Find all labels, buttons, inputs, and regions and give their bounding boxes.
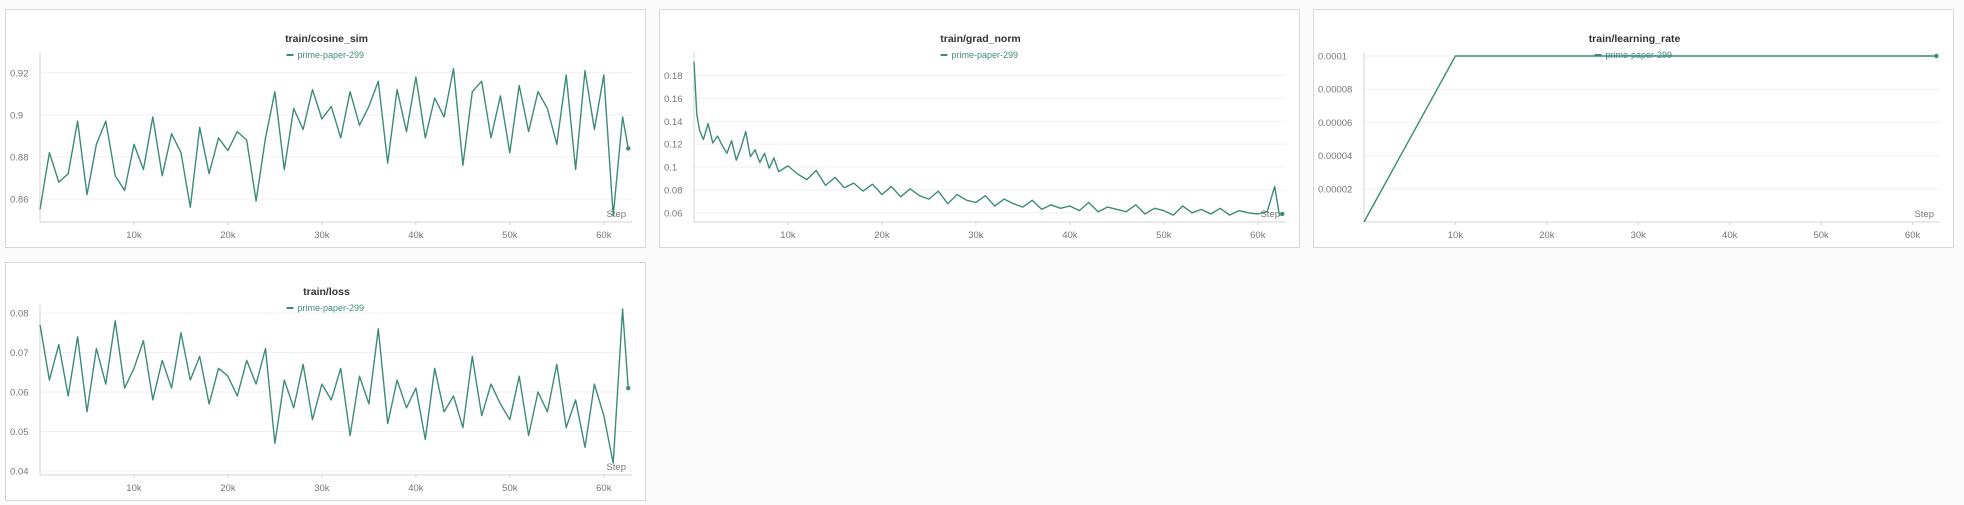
legend-entry[interactable]: prime-paper-299 bbox=[940, 50, 1019, 60]
y-tick-label: 0.12 bbox=[664, 140, 683, 151]
y-tick-label: 0.14 bbox=[664, 117, 683, 128]
y-tick-label: 0.00004 bbox=[1318, 151, 1352, 162]
y-tick-label: 0.08 bbox=[664, 185, 683, 196]
y-tick-label: 0.00008 bbox=[1318, 85, 1352, 96]
y-tick-label: 0.06 bbox=[10, 388, 29, 399]
y-tick-label: 0.9 bbox=[10, 110, 23, 121]
x-tick-label: 40k bbox=[1062, 230, 1078, 241]
x-tick-label: 20k bbox=[874, 230, 890, 241]
legend-entry[interactable]: prime-paper-299 bbox=[286, 303, 365, 313]
x-tick-label: 20k bbox=[220, 230, 236, 241]
x-tick-label: 60k bbox=[596, 483, 612, 494]
legend-label: prime-paper-299 bbox=[1606, 50, 1673, 60]
chart-svg: train/learning_rate prime-paper-299 0.0000… bbox=[1318, 33, 1940, 241]
x-tick-label: 50k bbox=[502, 483, 518, 494]
chart-svg: train/cosine_sim prime-paper-299 0.86 0.88 0… bbox=[10, 33, 632, 241]
series-line[interactable] bbox=[1363, 55, 1937, 223]
x-tick-label: 60k bbox=[1250, 230, 1266, 241]
x-tick-label: 30k bbox=[314, 230, 330, 241]
legend-entry[interactable]: prime-paper-299 bbox=[286, 50, 365, 60]
series-end-point[interactable] bbox=[1934, 53, 1939, 59]
x-tick-label: 10k bbox=[126, 230, 142, 241]
x-tick-label: 30k bbox=[314, 483, 330, 494]
x-axis-label: Step bbox=[1914, 209, 1934, 220]
series-end-point[interactable] bbox=[1280, 211, 1285, 217]
y-tick-label: 0.16 bbox=[664, 94, 683, 105]
y-tick-label: 0.88 bbox=[10, 152, 29, 163]
chart-panel-grad-norm[interactable]: train/grad_norm prime-paper-299 0.06 0.08 0.… bbox=[659, 9, 1300, 248]
x-axis-label: Step bbox=[606, 462, 626, 473]
chart-svg: train/grad_norm prime-paper-299 0.06 0.08 0.… bbox=[664, 33, 1286, 241]
x-tick-label: 40k bbox=[1722, 230, 1738, 241]
chart-svg: train/loss prime-paper-299 0.04 0.05 0.06 0.0… bbox=[10, 286, 632, 494]
y-tick-label: 0.04 bbox=[10, 467, 29, 478]
chart-panel-learning-rate[interactable]: train/learning_rate prime-paper-299 0.0000… bbox=[1313, 9, 1954, 248]
y-tick-label: 0.0001 bbox=[1318, 52, 1347, 63]
x-axis-label: Step bbox=[1260, 209, 1280, 220]
series-end-point[interactable] bbox=[626, 385, 631, 391]
x-tick-label: 40k bbox=[408, 230, 424, 241]
x-tick-label: 50k bbox=[1156, 230, 1172, 241]
series-line[interactable] bbox=[39, 67, 629, 217]
series-line[interactable] bbox=[693, 61, 1283, 216]
x-tick-label: 20k bbox=[220, 483, 236, 494]
y-tick-label: 0.92 bbox=[10, 68, 29, 79]
chart-panel-loss[interactable]: train/loss prime-paper-299 0.04 0.05 0.06 0.0… bbox=[5, 262, 646, 501]
y-tick-label: 0.86 bbox=[10, 194, 29, 205]
legend-label: prime-paper-299 bbox=[298, 303, 365, 313]
chart-title: train/cosine_sim bbox=[285, 33, 368, 45]
x-tick-label: 20k bbox=[1539, 230, 1555, 241]
x-tick-label: 40k bbox=[408, 483, 424, 494]
y-tick-label: 0.06 bbox=[664, 208, 683, 219]
y-tick-label: 0.08 bbox=[10, 308, 29, 319]
y-tick-label: 0.00002 bbox=[1318, 184, 1352, 195]
y-tick-label: 0.07 bbox=[10, 348, 29, 359]
x-tick-label: 30k bbox=[1631, 230, 1647, 241]
x-tick-label: 30k bbox=[968, 230, 984, 241]
legend-label: prime-paper-299 bbox=[952, 50, 1019, 60]
legend-entry[interactable]: prime-paper-299 bbox=[1594, 50, 1673, 60]
chart-panel-cosine-sim[interactable]: train/cosine_sim prime-paper-299 0.86 0.88 0… bbox=[5, 9, 646, 248]
x-tick-label: 50k bbox=[502, 230, 518, 241]
chart-title: train/loss bbox=[303, 286, 350, 298]
series-line[interactable] bbox=[39, 308, 629, 464]
chart-title: train/learning_rate bbox=[1589, 33, 1681, 45]
x-tick-label: 10k bbox=[126, 483, 142, 494]
y-tick-label: 0.1 bbox=[664, 163, 677, 174]
chart-title: train/grad_norm bbox=[940, 33, 1021, 45]
legend-label: prime-paper-299 bbox=[298, 50, 365, 60]
x-tick-label: 10k bbox=[780, 230, 796, 241]
x-axis-label: Step bbox=[606, 209, 626, 220]
series-end-point[interactable] bbox=[626, 146, 631, 151]
y-tick-label: 0.18 bbox=[664, 71, 683, 82]
x-tick-label: 60k bbox=[596, 230, 612, 241]
x-tick-label: 10k bbox=[1448, 230, 1464, 241]
x-tick-label: 60k bbox=[1905, 230, 1921, 241]
y-tick-label: 0.00006 bbox=[1318, 118, 1352, 129]
y-tick-label: 0.05 bbox=[10, 427, 29, 438]
x-tick-label: 50k bbox=[1813, 230, 1829, 241]
